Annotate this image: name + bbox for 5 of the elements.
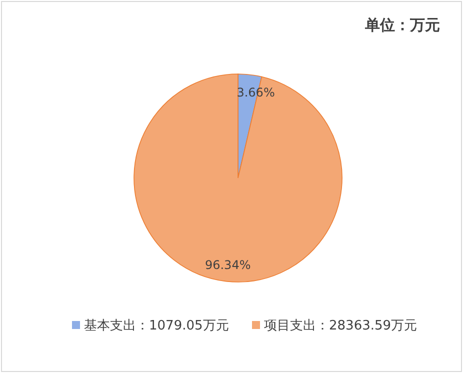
legend-label: 项目支出：28363.59万元 bbox=[264, 318, 418, 334]
data-label: 96.34% bbox=[204, 258, 251, 272]
legend-label: 基本支出：1079.05万元 bbox=[84, 318, 229, 334]
chart-title: 单位：万元 bbox=[364, 16, 440, 34]
pie-slice bbox=[134, 74, 342, 282]
